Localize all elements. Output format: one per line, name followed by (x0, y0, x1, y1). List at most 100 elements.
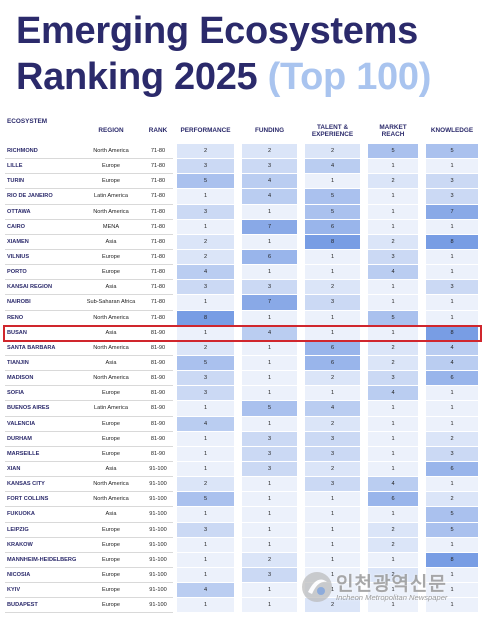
score-cell: 1 (305, 174, 360, 190)
region: Europe (79, 386, 143, 402)
score-cell: 4 (177, 583, 234, 599)
ecosystem-name: FUKUOKA (5, 507, 79, 523)
score-cell: 4 (305, 159, 360, 175)
score-cell: 7 (242, 295, 297, 311)
region: Asia (79, 356, 143, 372)
region: North America (79, 341, 143, 356)
score-cell: 1 (426, 295, 478, 311)
table-row: OTTAWA North America 71-80 3 1 5 1 7 (5, 204, 482, 220)
score-cell: 2 (305, 598, 360, 614)
score-cell: 2 (368, 340, 418, 356)
score-cell: 2 (368, 174, 418, 190)
table-row: RIO DE JANEIRO Latin America 71-80 1 4 5 1 3 (5, 189, 482, 205)
score-cell: 1 (426, 477, 478, 493)
score-cell: 1 (177, 507, 234, 523)
score-cell: 1 (177, 598, 234, 614)
score-cell: 1 (368, 416, 418, 432)
score-cell: 3 (177, 522, 234, 538)
ecosystem-name: NICOSIA (5, 568, 79, 584)
rank: 81-90 (143, 417, 173, 432)
score-cell: 3 (426, 174, 478, 190)
ecosystem-name: SOFIA (5, 386, 79, 402)
ranking-table: ECOSYSTEM REGION RANK PERFORMANCE FUNDING TAL… (5, 118, 482, 614)
score-cell: 1 (368, 446, 418, 462)
ecosystem-name: DURHAM (5, 432, 79, 447)
table-row: RENO North America 71-80 8 1 1 5 1 (5, 310, 482, 326)
score-cell: 1 (305, 249, 360, 266)
rank: 81-90 (143, 371, 173, 387)
ecosystem-name: XIAN (5, 462, 79, 478)
score-cell: 1 (305, 265, 360, 281)
score-cell: 1 (305, 552, 360, 568)
region: Asia (79, 326, 143, 341)
score-cell: 3 (426, 446, 478, 462)
score-cell: 1 (368, 461, 418, 478)
score-cell: 1 (177, 446, 234, 462)
table-row: VALENCIA Europe 81-90 4 1 2 1 1 (5, 416, 482, 432)
score-cell: 2 (368, 355, 418, 372)
region: North America (79, 144, 143, 160)
score-cell: 2 (368, 537, 418, 553)
rank: 91-100 (143, 553, 173, 568)
score-cell: 1 (242, 492, 297, 508)
score-cell: 1 (368, 325, 418, 341)
ecosystem-name: VILNIUS (5, 250, 79, 266)
table-row: KANSAS CITY North America 91-100 2 1 3 4 1 (5, 477, 482, 493)
score-cell: 6 (426, 371, 478, 387)
region: North America (79, 371, 143, 387)
score-cell: 1 (242, 598, 297, 614)
score-cell: 2 (426, 431, 478, 447)
region: Europe (79, 568, 143, 584)
ecosystem-name: RENO (5, 311, 79, 326)
region: Sub-Saharan Africa (79, 295, 143, 311)
ecosystem-name: FORT COLLINS (5, 492, 79, 508)
header-text: KNOWLEDGE (430, 127, 474, 135)
score-cell: 3 (177, 386, 234, 402)
region: Europe (79, 265, 143, 281)
ecosystem-name: LILLE (5, 159, 79, 175)
score-cell: 1 (426, 249, 478, 266)
ecosystem-name: KRAKOW (5, 538, 79, 553)
ecosystem-name: MARSEILLE (5, 447, 79, 462)
score-cell: 1 (368, 598, 418, 614)
header-text: ECOSYSTEM (7, 118, 48, 125)
score-cell: 1 (242, 386, 297, 402)
table-row: BUSAN Asia 81-90 1 4 1 1 8 (5, 325, 482, 341)
header-text: RANK (148, 127, 168, 135)
score-cell: 1 (177, 295, 234, 311)
ecosystem-name: PORTO (5, 265, 79, 281)
rank: 91-100 (143, 462, 173, 478)
score-cell: 1 (368, 431, 418, 447)
ecosystem-name: BUSAN (5, 326, 79, 341)
score-cell: 1 (368, 295, 418, 311)
score-cell: 8 (426, 234, 478, 250)
ecosystem-name: SANTA BARBARA (5, 341, 79, 356)
region: Asia (79, 235, 143, 250)
score-cell: 1 (177, 431, 234, 447)
table-row: BUDAPEST Europe 91-100 1 1 2 1 1 (5, 598, 482, 614)
score-cell: 2 (426, 492, 478, 508)
header-text: MARKET (379, 123, 407, 131)
ecosystem-name: KANSAI REGION (5, 280, 79, 296)
header-cell: KNOWLEDGE (422, 118, 482, 144)
ecosystem-name: KYIV (5, 583, 79, 599)
table-row: XIAMEN Asia 71-80 2 1 8 2 8 (5, 234, 482, 250)
table-row: SOFIA Europe 81-90 3 1 1 4 1 (5, 386, 482, 402)
region: Europe (79, 250, 143, 266)
score-cell: 1 (426, 416, 478, 432)
header-text: EXPERIENCE (311, 131, 354, 138)
score-cell: 6 (368, 492, 418, 508)
score-cell: 3 (177, 371, 234, 387)
score-cell: 1 (177, 325, 234, 341)
region: Europe (79, 523, 143, 538)
rank: 71-80 (143, 295, 173, 311)
score-cell: 5 (177, 492, 234, 508)
rank: 81-90 (143, 326, 173, 341)
header-cell: RANK (143, 118, 173, 144)
ecosystem-name: NAIROBI (5, 295, 79, 311)
score-cell: 5 (242, 401, 297, 417)
rank: 81-90 (143, 447, 173, 462)
score-cell: 3 (305, 477, 360, 493)
score-cell: 1 (242, 234, 297, 250)
ecosystem-name: RIO DE JANEIRO (5, 189, 79, 205)
